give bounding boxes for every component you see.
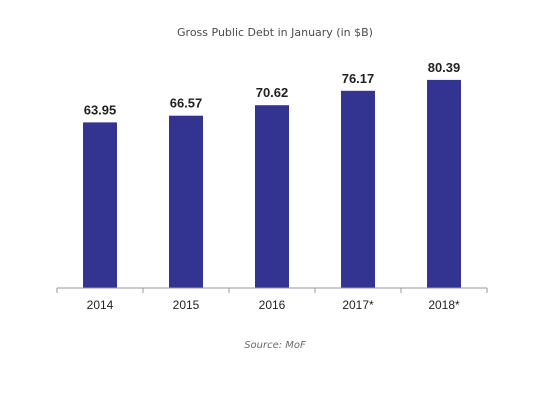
value-label-2014: 63.95 bbox=[84, 102, 117, 117]
value-label-2015: 66.57 bbox=[170, 96, 203, 111]
value-label-2017: 76.17 bbox=[342, 71, 375, 86]
x-axis-ticks bbox=[56, 288, 488, 293]
x-tick-label-2016: 2016 bbox=[259, 298, 286, 312]
bar-2017 bbox=[341, 90, 375, 288]
bar-2014 bbox=[83, 122, 117, 289]
value-labels-group: 63.95 66.57 70.62 76.17 80.39 bbox=[84, 60, 461, 118]
x-tick-label-2018: 2018* bbox=[428, 298, 460, 312]
x-tick-label-2017: 2017* bbox=[342, 298, 374, 312]
bars-group bbox=[83, 79, 461, 289]
bar-2018 bbox=[427, 79, 461, 289]
source-note: Source: MoF bbox=[244, 340, 306, 351]
bar-2015 bbox=[169, 115, 203, 288]
chart-title: Gross Public Debt in January (in $B) bbox=[177, 26, 373, 39]
bar-2016 bbox=[255, 105, 289, 288]
x-tick-label-2014: 2014 bbox=[87, 298, 114, 312]
x-tick-label-2015: 2015 bbox=[173, 298, 200, 312]
value-label-2016: 70.62 bbox=[256, 85, 289, 100]
value-label-2018: 80.39 bbox=[428, 60, 461, 75]
x-axis-tick-labels: 2014 2015 2016 2017* 2018* bbox=[87, 298, 460, 312]
